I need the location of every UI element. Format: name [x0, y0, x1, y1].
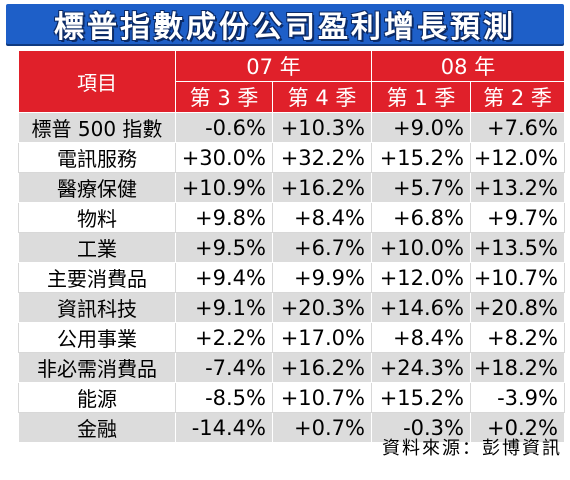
growth-value: +32.2%: [272, 142, 372, 173]
sector-name: 公用事業: [18, 322, 176, 353]
sector-name: 物料: [18, 202, 176, 233]
table-row: 公用事業 +2.2% +17.0% +8.4% +8.2%: [18, 322, 565, 353]
growth-value: +20.3%: [272, 292, 372, 323]
table-body: 標普 500 指數 -0.6% +10.3% +9.0% +7.6% 電訊服務 …: [18, 112, 565, 443]
growth-value: +12.0%: [470, 142, 565, 173]
growth-value: +13.2%: [470, 172, 565, 203]
growth-value: -0.3%: [371, 412, 471, 443]
growth-value: +9.0%: [371, 112, 471, 143]
growth-value: +0.7%: [272, 412, 372, 443]
header-row-quarters: 第 3 季 第 4 季 第 1 季 第 2 季: [19, 81, 565, 113]
growth-value: +12.0%: [371, 262, 471, 293]
sector-name: 主要消費品: [18, 262, 176, 293]
table-row: 工業 +9.5% +6.7% +10.0% +13.5%: [18, 232, 565, 263]
table-row: 主要消費品 +9.4% +9.9% +12.0% +10.7%: [18, 262, 565, 293]
table-row: 金融 -14.4% +0.7% -0.3% +0.2%: [18, 412, 565, 443]
growth-value: +15.2%: [371, 142, 471, 173]
growth-value: +9.8%: [175, 202, 273, 233]
sector-name: 醫療保健: [18, 172, 176, 203]
growth-value: +9.5%: [175, 232, 273, 263]
column-header-quarter: 第 1 季: [371, 81, 471, 113]
growth-value: +9.4%: [175, 262, 273, 293]
growth-value: +18.2%: [470, 352, 565, 383]
growth-value: +8.4%: [371, 322, 471, 353]
sector-name: 工業: [18, 232, 176, 263]
growth-value: +20.8%: [470, 292, 565, 323]
sector-name: 非必需消費品: [18, 352, 176, 383]
growth-value: +6.7%: [272, 232, 372, 263]
growth-value: +10.7%: [272, 382, 372, 413]
table-row: 電訊服務 +30.0% +32.2% +15.2% +12.0%: [18, 142, 565, 173]
earnings-growth-table: 項目 07 年 08 年 第 3 季 第 4 季 第 1 季 第 2 季 標普 …: [18, 50, 565, 443]
growth-value: -3.9%: [470, 382, 565, 413]
column-header-quarter: 第 2 季: [470, 81, 565, 113]
table-header: 項目 07 年 08 年 第 3 季 第 4 季 第 1 季 第 2 季: [18, 50, 565, 113]
growth-value: +9.1%: [175, 292, 273, 323]
growth-value: +13.5%: [470, 232, 565, 263]
table-row: 標普 500 指數 -0.6% +10.3% +9.0% +7.6%: [18, 112, 565, 143]
column-header-quarter: 第 4 季: [272, 81, 372, 113]
page-title: 標普指數成份公司盈利增長預測: [54, 10, 516, 45]
growth-value: +24.3%: [371, 352, 471, 383]
growth-value: +10.7%: [470, 262, 565, 293]
growth-value: +8.4%: [272, 202, 372, 233]
growth-value: +10.3%: [272, 112, 372, 143]
growth-value: +30.0%: [175, 142, 273, 173]
table-row: 資訊科技 +9.1% +20.3% +14.6% +20.8%: [18, 292, 565, 323]
table-row: 非必需消費品 -7.4% +16.2% +24.3% +18.2%: [18, 352, 565, 383]
growth-value: +0.2%: [470, 412, 565, 443]
sector-name: 金融: [18, 412, 176, 443]
table-row: 醫療保健 +10.9% +16.2% +5.7% +13.2%: [18, 172, 565, 203]
growth-value: -7.4%: [175, 352, 273, 383]
column-header-year-07: 07 年: [175, 50, 372, 82]
growth-value: -0.6%: [175, 112, 273, 143]
table-row: 物料 +9.8% +8.4% +6.8% +9.7%: [18, 202, 565, 233]
column-header-item: 項目: [18, 50, 176, 113]
title-banner: 標普指數成份公司盈利增長預測: [6, 4, 564, 45]
sector-name: 能源: [18, 382, 176, 413]
growth-value: -14.4%: [175, 412, 273, 443]
growth-value: +17.0%: [272, 322, 372, 353]
growth-value: +2.2%: [175, 322, 273, 353]
growth-value: +6.8%: [371, 202, 471, 233]
column-header-year-08: 08 年: [371, 50, 565, 82]
growth-value: +10.9%: [175, 172, 273, 203]
header-row-years: 項目 07 年 08 年: [18, 50, 565, 113]
sector-name: 標普 500 指數: [18, 112, 176, 143]
growth-value: +16.2%: [272, 172, 372, 203]
growth-value: +7.6%: [470, 112, 565, 143]
table-row: 能源 -8.5% +10.7% +15.2% -3.9%: [18, 382, 565, 413]
column-header-quarter: 第 3 季: [175, 81, 273, 113]
source-note: 資料來源：彭博資訊: [382, 438, 562, 459]
growth-value: -8.5%: [175, 382, 273, 413]
sector-name: 資訊科技: [18, 292, 176, 323]
growth-value: +14.6%: [371, 292, 471, 323]
earnings-table-container: 項目 07 年 08 年 第 3 季 第 4 季 第 1 季 第 2 季 標普 …: [18, 50, 565, 443]
growth-value: +10.0%: [371, 232, 471, 263]
growth-value: +15.2%: [371, 382, 471, 413]
growth-value: +9.7%: [470, 202, 565, 233]
growth-value: +9.9%: [272, 262, 372, 293]
growth-value: +16.2%: [272, 352, 372, 383]
growth-value: +5.7%: [371, 172, 471, 203]
growth-value: +8.2%: [470, 322, 565, 353]
sector-name: 電訊服務: [18, 142, 176, 173]
